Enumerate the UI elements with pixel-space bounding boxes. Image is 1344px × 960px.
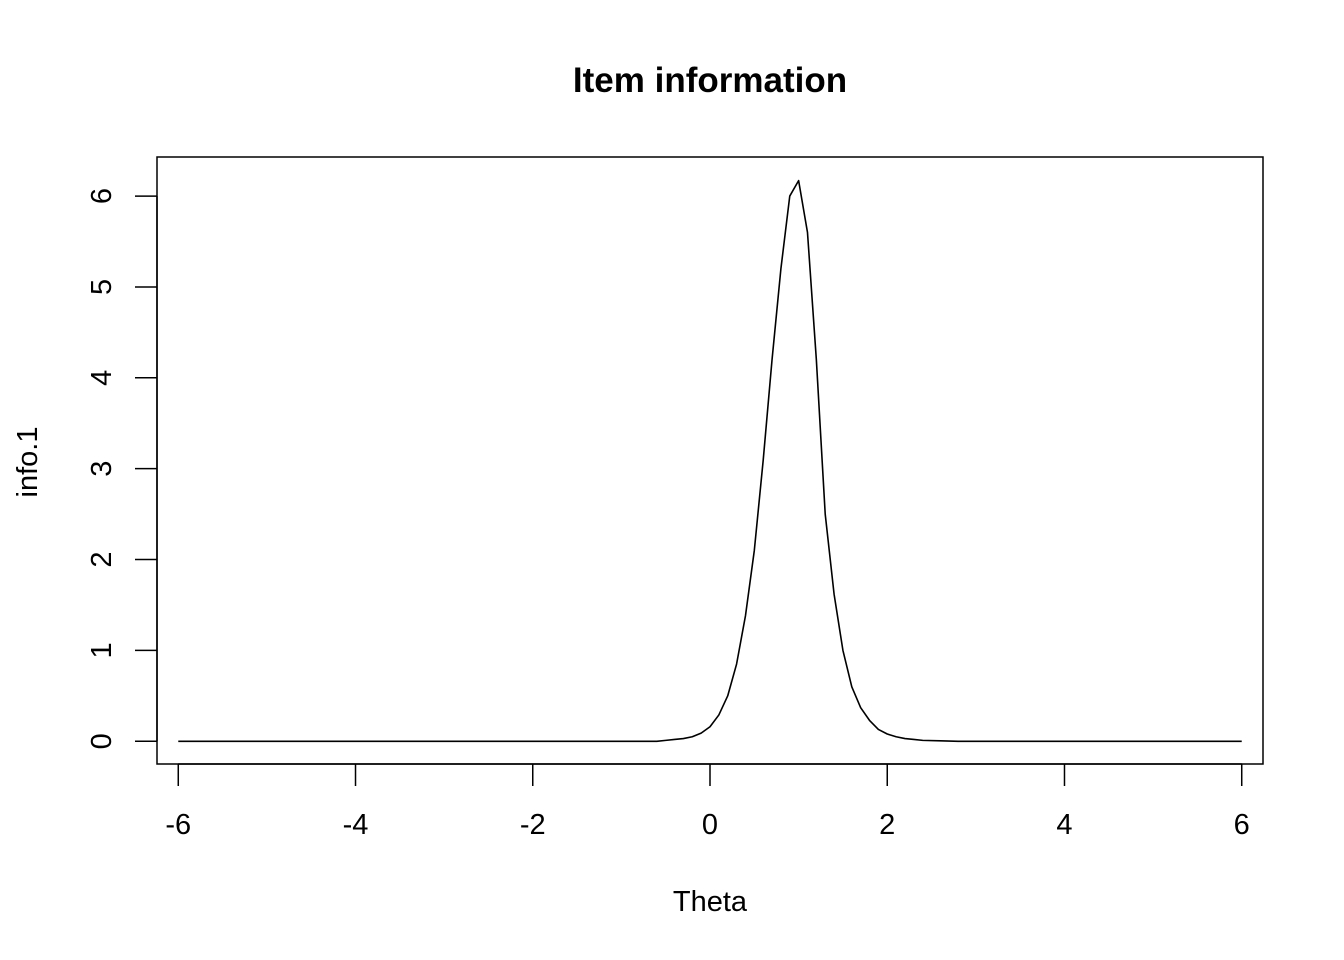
y-tick-label: 1 bbox=[86, 642, 118, 658]
plot-frame bbox=[156, 156, 1264, 765]
x-tick-label: 0 bbox=[702, 809, 718, 841]
x-tick-label: 4 bbox=[1056, 809, 1072, 841]
series-line bbox=[178, 179, 1242, 743]
y-tick-label: 0 bbox=[86, 733, 118, 749]
y-tick-label: 6 bbox=[86, 188, 118, 204]
y-tick-label: 2 bbox=[86, 551, 118, 567]
x-tick-label: 6 bbox=[1234, 809, 1250, 841]
y-tick-label: 5 bbox=[86, 279, 118, 295]
x-tick-label: -6 bbox=[165, 809, 191, 841]
x-tick-label: -2 bbox=[520, 809, 546, 841]
x-tick-label: 2 bbox=[879, 809, 895, 841]
series-layer bbox=[178, 179, 1242, 743]
x-axis-label: Theta bbox=[673, 886, 748, 918]
chart-title: Item information bbox=[573, 61, 847, 100]
x-axis: -6 -4 -2 0 2 4 6 bbox=[165, 763, 1250, 841]
y-axis: 0 1 2 3 4 5 6 bbox=[86, 188, 158, 749]
y-tick-label: 4 bbox=[86, 370, 118, 386]
x-tick-label: -4 bbox=[343, 809, 369, 841]
y-tick-label: 3 bbox=[86, 461, 118, 477]
y-axis-label: info.1 bbox=[12, 427, 44, 498]
